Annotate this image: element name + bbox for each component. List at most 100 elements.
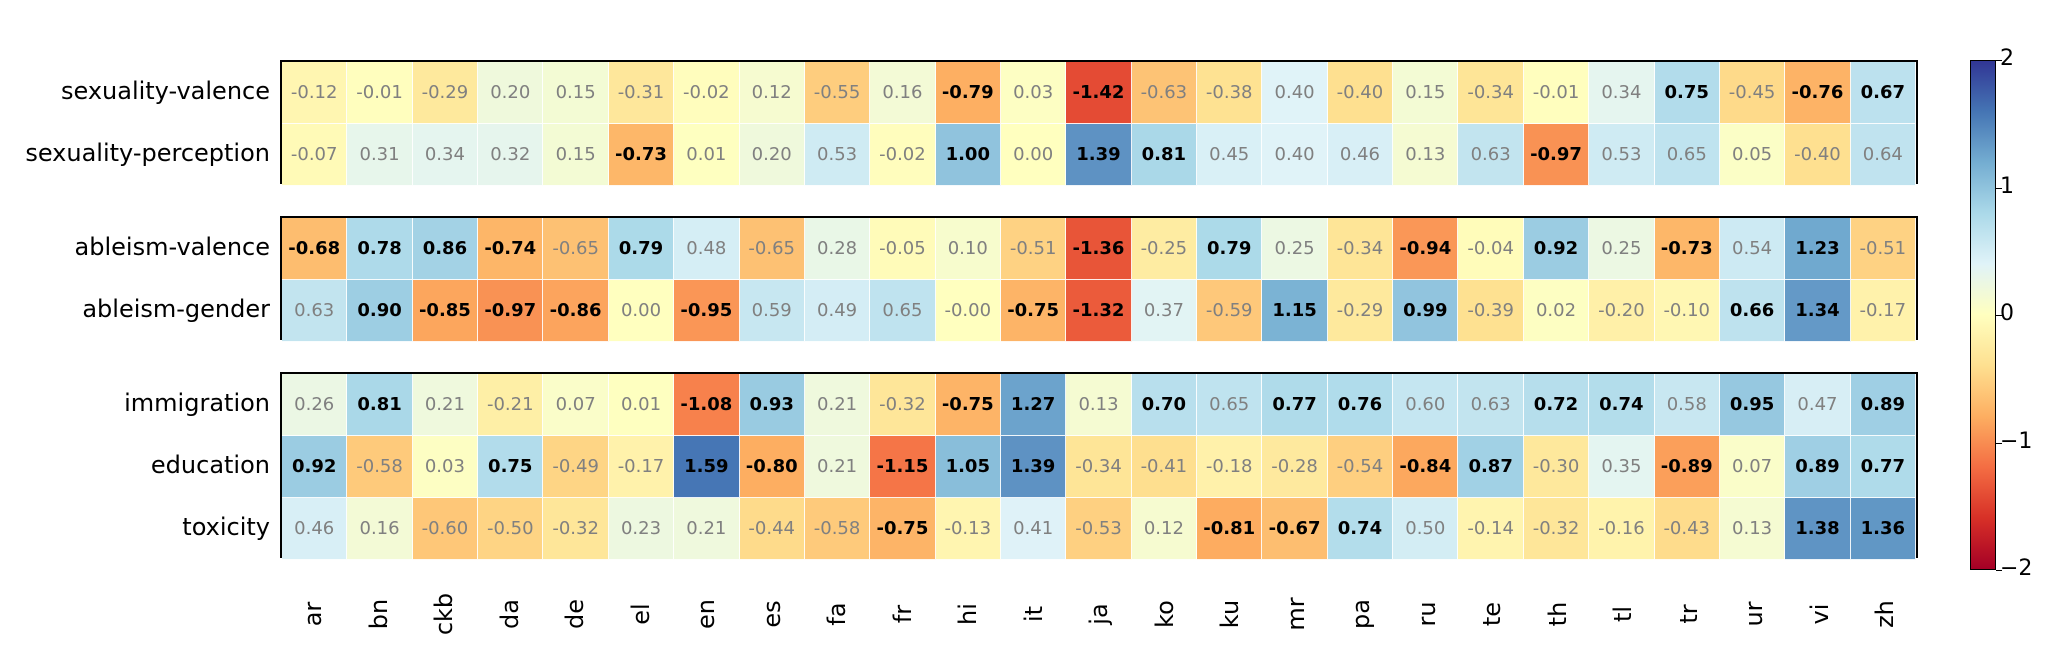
heatmap-cell: 0.74 [1589, 374, 1654, 436]
cell-value: 0.76 [1338, 394, 1382, 415]
cell-value: 0.02 [1536, 300, 1576, 321]
heatmap-cell: 0.47 [1785, 374, 1850, 436]
cell-value: 0.00 [621, 300, 661, 321]
y-label: sexuality-perception [10, 122, 270, 184]
cell-value: 0.81 [1142, 144, 1186, 165]
cell-value: 1.15 [1272, 300, 1316, 321]
cell-value: 0.54 [1732, 238, 1772, 259]
heatmap-cell: -0.75 [1001, 280, 1066, 342]
x-label: zh [1871, 581, 1899, 647]
x-label: mr [1282, 581, 1310, 647]
heatmap-cell: -0.02 [870, 124, 935, 186]
cell-value: -0.30 [1533, 456, 1580, 477]
y-label: immigration [10, 372, 270, 434]
colorbar-tick-label: 2 [2000, 49, 2014, 69]
x-label: de [561, 581, 589, 647]
cell-value: -0.80 [746, 456, 798, 477]
heatmap-cell: -0.30 [1524, 436, 1589, 498]
heatmap-cell: -0.55 [805, 62, 870, 124]
heatmap-cell: 0.76 [1328, 374, 1393, 436]
heatmap-cell: -0.20 [1589, 280, 1654, 342]
heatmap-cell: 0.28 [805, 218, 870, 280]
x-label: ur [1740, 581, 1768, 647]
colorbar-gradient [1971, 61, 1995, 569]
cell-value: -0.02 [683, 82, 730, 103]
cell-value: -0.50 [487, 518, 534, 539]
cell-value: -0.38 [1206, 82, 1253, 103]
heatmap-cell: -1.36 [1066, 218, 1131, 280]
cell-value: 0.16 [882, 82, 922, 103]
cell-value: -0.14 [1467, 518, 1514, 539]
heatmap-cell: 0.21 [805, 374, 870, 436]
cell-value: 0.59 [752, 300, 792, 321]
cell-value: 0.78 [357, 238, 401, 259]
cell-value: 0.07 [556, 394, 596, 415]
cell-value: -0.20 [1598, 300, 1645, 321]
heatmap-cell: -0.34 [1328, 218, 1393, 280]
heatmap-cell: 0.48 [674, 218, 739, 280]
cell-value: -0.34 [1337, 238, 1384, 259]
heatmap-cell: 0.75 [478, 436, 543, 498]
cell-value: -0.89 [1661, 456, 1713, 477]
cell-value: 0.77 [1861, 456, 1905, 477]
heatmap-cell: 0.75 [1655, 62, 1720, 124]
cell-value: 0.87 [1468, 456, 1512, 477]
heatmap-cell: 1.15 [1262, 280, 1327, 342]
heatmap-cell: -0.94 [1393, 218, 1458, 280]
heatmap-cell: 0.95 [1720, 374, 1785, 436]
cell-value: 0.48 [686, 238, 726, 259]
cell-value: 0.53 [817, 144, 857, 165]
heatmap-cell: 0.46 [282, 498, 347, 560]
heatmap-row: -0.12-0.01-0.290.200.15-0.31-0.020.12-0.… [282, 62, 1916, 124]
heatmap-cell: -0.95 [674, 280, 739, 342]
cell-value: 0.28 [817, 238, 857, 259]
cell-value: 0.26 [294, 394, 334, 415]
cell-value: 0.47 [1797, 394, 1837, 415]
cell-value: 0.16 [360, 518, 400, 539]
x-label: it [1019, 581, 1047, 647]
heatmap-cell: -0.85 [413, 280, 478, 342]
cell-value: -0.28 [1271, 456, 1318, 477]
heatmap-cell: 0.05 [1720, 124, 1785, 186]
heatmap-cell: -0.00 [936, 280, 1001, 342]
x-label: vi [1806, 581, 1834, 647]
cell-value: 0.23 [621, 518, 661, 539]
heatmap-cell: 0.46 [1328, 124, 1393, 186]
heatmap-cell: -0.68 [282, 218, 347, 280]
heatmap-cell: 0.01 [609, 374, 674, 436]
heatmap-cell: 0.37 [1132, 280, 1197, 342]
heatmap-cell: 0.58 [1655, 374, 1720, 436]
cell-value: -0.01 [356, 82, 403, 103]
cell-value: -0.84 [1399, 456, 1451, 477]
heatmap-cell: -0.32 [543, 498, 608, 560]
cell-value: 0.21 [817, 394, 857, 415]
cell-value: 0.74 [1599, 394, 1643, 415]
cell-value: -0.16 [1598, 518, 1645, 539]
heatmap-cell: 0.10 [936, 218, 1001, 280]
heatmap-cell: -1.08 [674, 374, 739, 436]
cell-value: -0.75 [1007, 300, 1059, 321]
heatmap-cell: 0.50 [1393, 498, 1458, 560]
heatmap-cell: -0.53 [1066, 498, 1131, 560]
cell-value: 1.05 [946, 456, 990, 477]
cell-value: 0.93 [749, 394, 793, 415]
heatmap-cell: -0.76 [1785, 62, 1850, 124]
cell-value: 0.63 [294, 300, 334, 321]
heatmap-cell: -0.63 [1132, 62, 1197, 124]
x-label: bn [364, 581, 392, 647]
cell-value: -0.86 [550, 300, 602, 321]
heatmap-cell: 1.59 [674, 436, 739, 498]
heatmap-cell: 1.36 [1851, 498, 1916, 560]
cell-value: 0.65 [1209, 394, 1249, 415]
cell-value: -0.75 [942, 394, 994, 415]
heatmap-cell: -0.65 [543, 218, 608, 280]
cell-value: 0.34 [1601, 82, 1641, 103]
heatmap-cell: 0.60 [1393, 374, 1458, 436]
heatmap-cell: -0.29 [1328, 280, 1393, 342]
colorbar-tick-label: 1 [2000, 177, 2014, 197]
x-label: ja [1085, 581, 1113, 647]
cell-value: 1.27 [1011, 394, 1055, 415]
cell-value: 1.38 [1795, 518, 1839, 539]
cell-value: 0.12 [1144, 518, 1184, 539]
heatmap-cell: -0.04 [1458, 218, 1523, 280]
